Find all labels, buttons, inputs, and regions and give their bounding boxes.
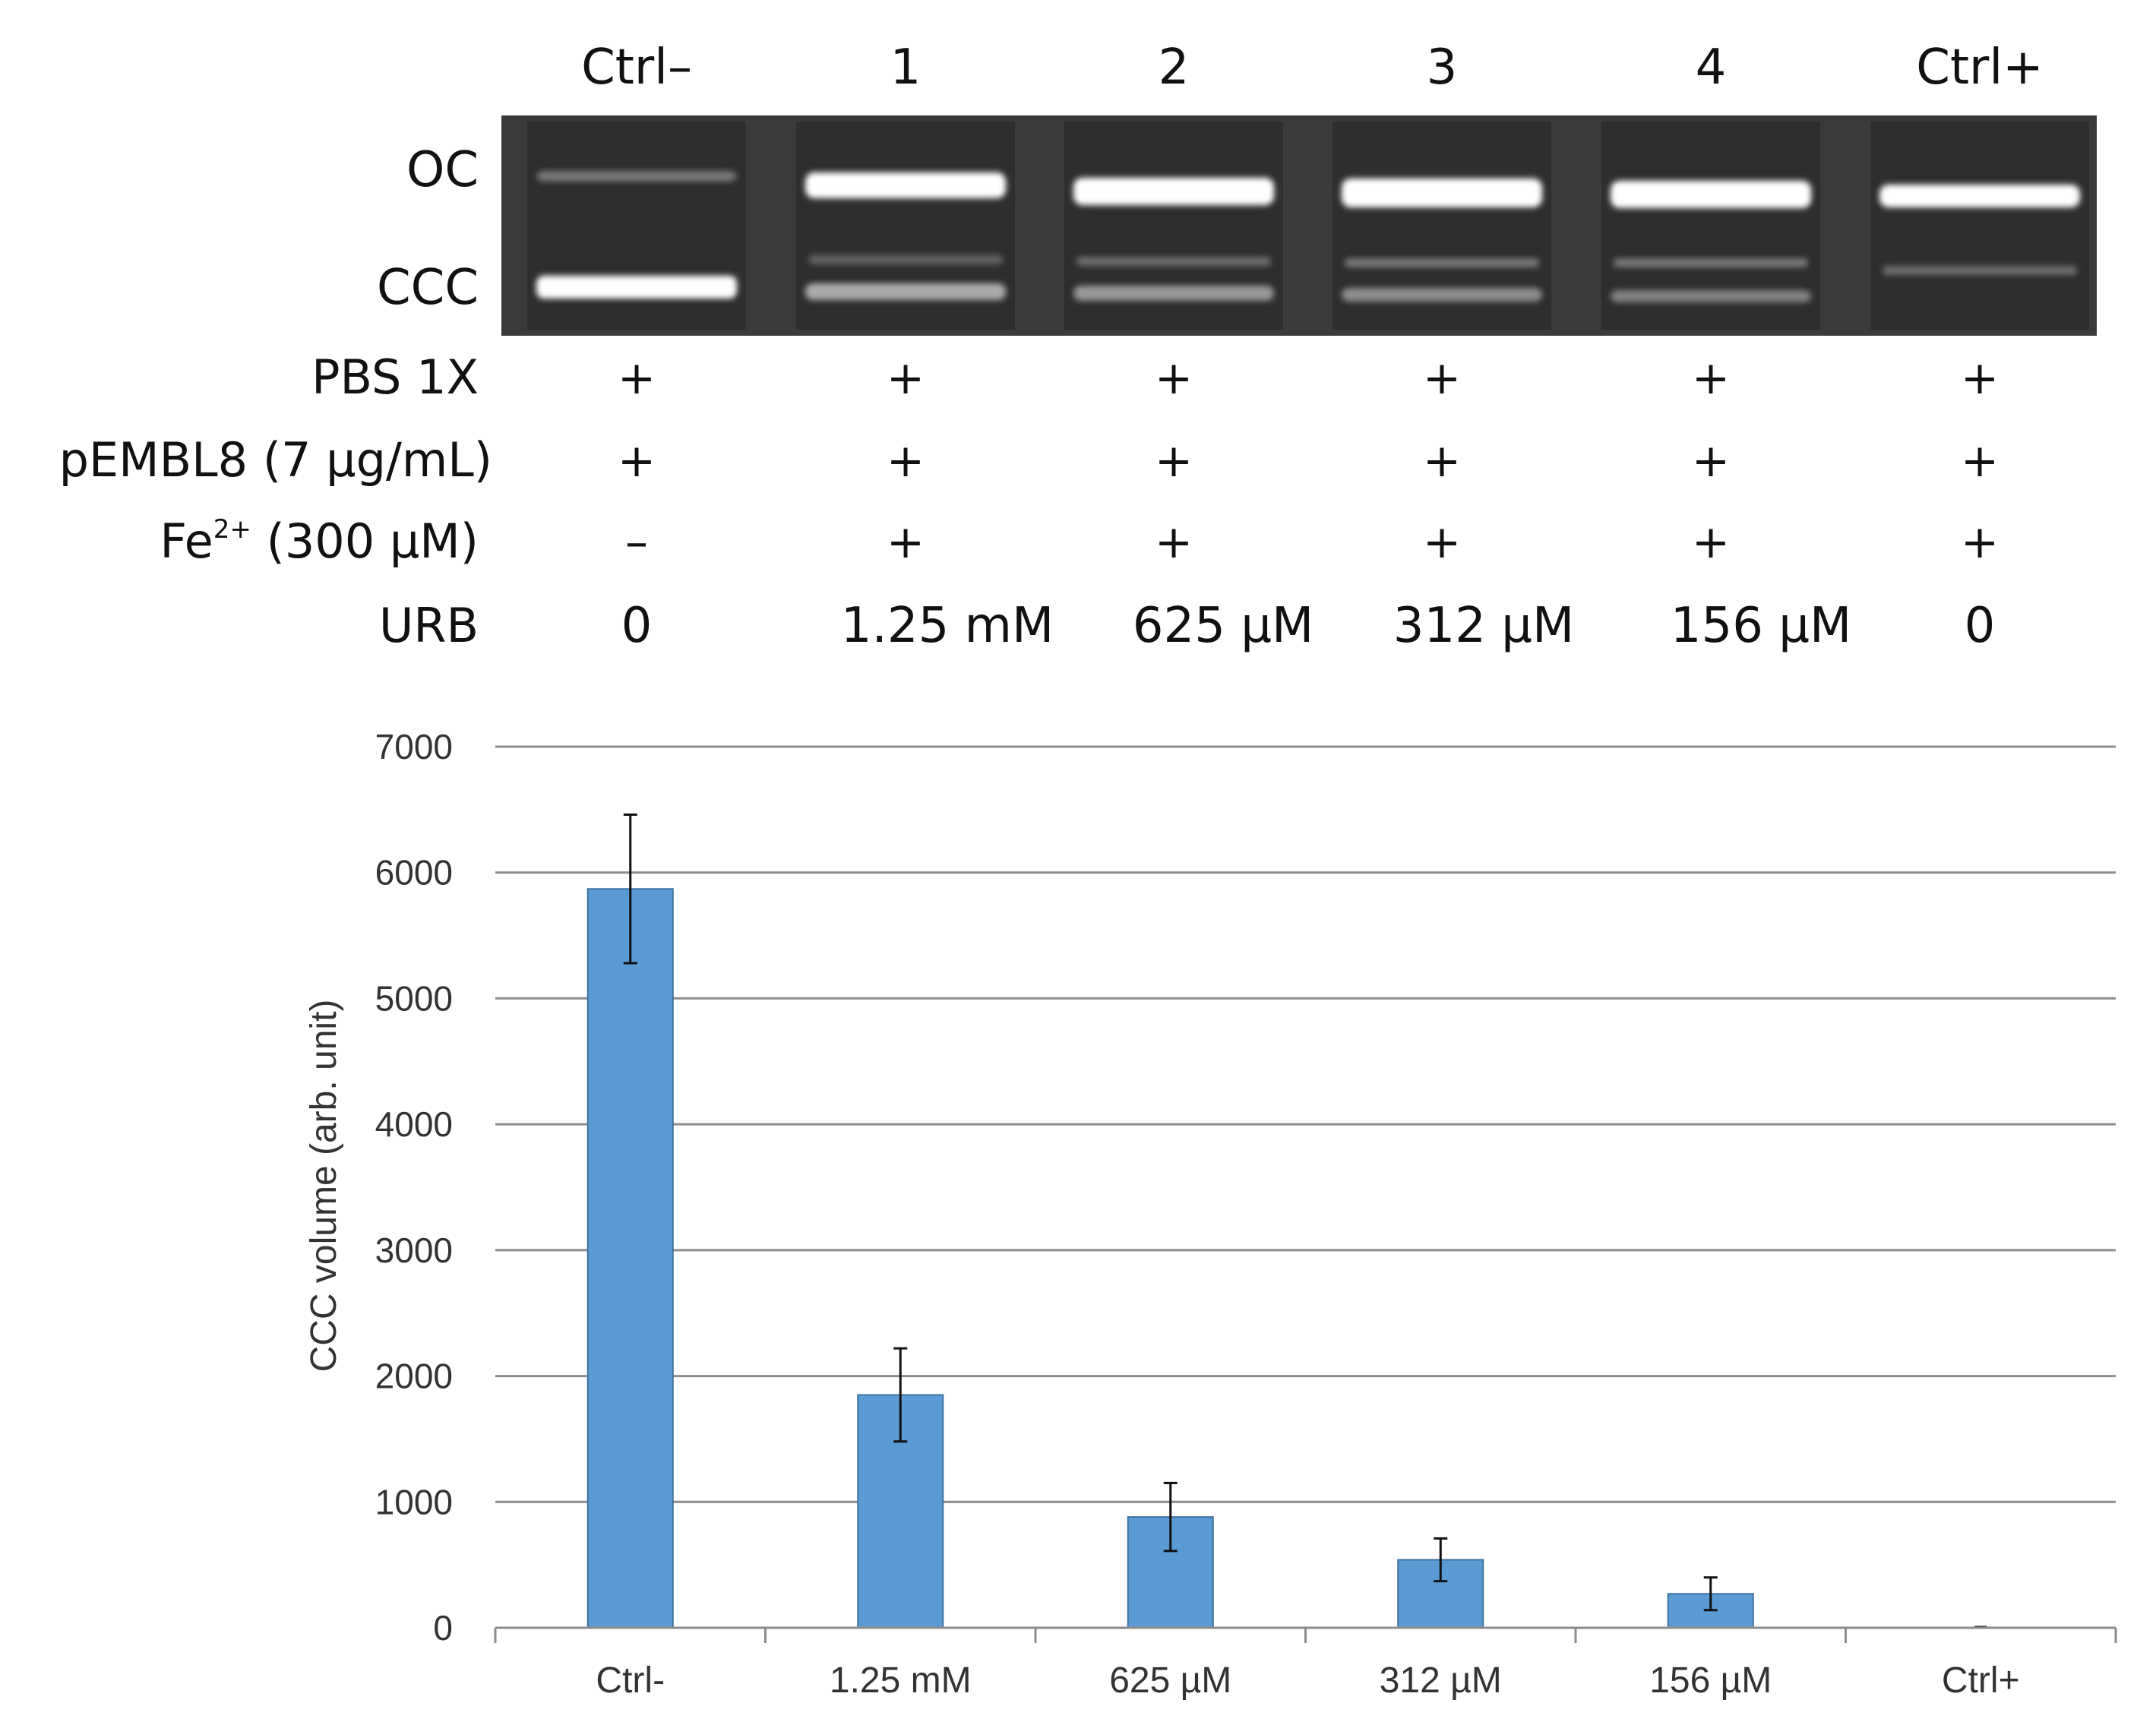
y-tick-label: 0 (433, 1608, 453, 1648)
fe-label-rest: (300 µM) (251, 513, 479, 569)
lane-label: 3 (1427, 39, 1458, 96)
y-tick-label: 3000 (375, 1231, 453, 1270)
condition-value: + (618, 434, 656, 488)
band-label-oc: OC (406, 142, 479, 198)
condition-value: 156 µM (1671, 598, 1851, 654)
gel-band-oc (536, 171, 737, 182)
condition-value: + (1423, 352, 1461, 405)
condition-value: + (1155, 516, 1193, 569)
gel-band-ccc (536, 276, 737, 299)
x-tick-label: Ctrl- (596, 1660, 665, 1701)
x-tick-label: 312 µM (1380, 1660, 1502, 1701)
gel-band-faint (1345, 258, 1539, 267)
condition-value: + (1692, 352, 1730, 405)
lane-label: 4 (1696, 39, 1727, 96)
condition-value: 0 (1965, 598, 1996, 654)
condition-label-fe: Fe2+ (300 µM) (160, 513, 479, 569)
condition-value: + (1692, 434, 1730, 488)
x-tick-label: Ctrl+ (1942, 1660, 2020, 1701)
gel-band-faint (1883, 266, 2077, 275)
gel-band-oc (1073, 178, 1274, 205)
condition-value: 1.25 mM (841, 598, 1054, 654)
y-axis-title: CCC volume (arb. unit) (304, 1000, 344, 1373)
gel-band-oc (805, 172, 1006, 198)
gel-band-faint (1614, 258, 1808, 267)
fe-label-main: Fe (160, 513, 213, 569)
condition-value: + (887, 352, 925, 405)
gel-band-ccc (1073, 286, 1274, 301)
y-tick-label: 1000 (375, 1482, 453, 1521)
condition-label-urb: URB (379, 598, 479, 653)
condition-value: + (887, 516, 925, 569)
condition-value: + (1155, 352, 1193, 405)
condition-value: + (1423, 434, 1461, 488)
bar (586, 888, 674, 1629)
lane-labels: Ctrl– 1 2 3 4 Ctrl+ (581, 39, 2044, 96)
condition-table: PBS 1X pEMBL8 (7 µg/mL) Fe2+ (300 µM) UR… (59, 349, 2000, 654)
lane-label: Ctrl+ (1916, 39, 2044, 96)
condition-value: + (1155, 434, 1193, 488)
condition-label-pembl8: pEMBL8 (7 µg/mL) (59, 432, 492, 488)
gel-band-oc (1342, 179, 1542, 207)
x-tick-label: 156 µM (1649, 1660, 1772, 1701)
x-tick-label: 1.25 mM (830, 1660, 972, 1701)
y-tick-label: 2000 (375, 1357, 453, 1396)
gel-image (501, 115, 2097, 336)
gel-lane (1870, 122, 2089, 330)
gel-band-faint (1076, 257, 1271, 266)
gel-band-ccc (1611, 290, 1811, 302)
fe-label-sup: 2+ (213, 514, 251, 545)
gel-band-oc (1879, 185, 2080, 207)
y-tick-label: 4000 (375, 1104, 453, 1144)
lane-label: 1 (890, 39, 922, 96)
gel-band-ccc (805, 283, 1006, 300)
condition-value: 0 (621, 598, 653, 654)
gel-band-ccc (1342, 288, 1542, 302)
condition-value: + (1692, 516, 1730, 569)
condition-value: 625 µM (1133, 598, 1314, 654)
condition-value: + (1961, 434, 1999, 488)
condition-value: 312 µM (1393, 598, 1574, 654)
lane-label: Ctrl– (581, 39, 692, 96)
condition-value: + (618, 352, 656, 405)
condition-value: + (887, 434, 925, 488)
y-tick-label: 7000 (375, 727, 453, 766)
gel-band-oc (1611, 181, 1811, 208)
condition-label-pbs: PBS 1X (311, 349, 479, 405)
bar-chart: 0 1000 2000 3000 4000 5000 6000 7000 Ctrl- 1.25 … (304, 727, 2117, 1701)
gel-panel (501, 115, 2097, 336)
condition-value: + (1423, 516, 1461, 569)
gel-band-faint (808, 255, 1003, 264)
lane-label: 2 (1159, 39, 1190, 96)
condition-value: – (625, 516, 648, 569)
condition-value: + (1961, 516, 1999, 569)
y-tick-label: 5000 (375, 978, 453, 1018)
x-tick-label: 625 µM (1109, 1660, 1231, 1701)
y-tick-label: 6000 (375, 853, 453, 893)
band-label-ccc: CCC (377, 260, 479, 316)
condition-value: + (1961, 352, 1999, 405)
